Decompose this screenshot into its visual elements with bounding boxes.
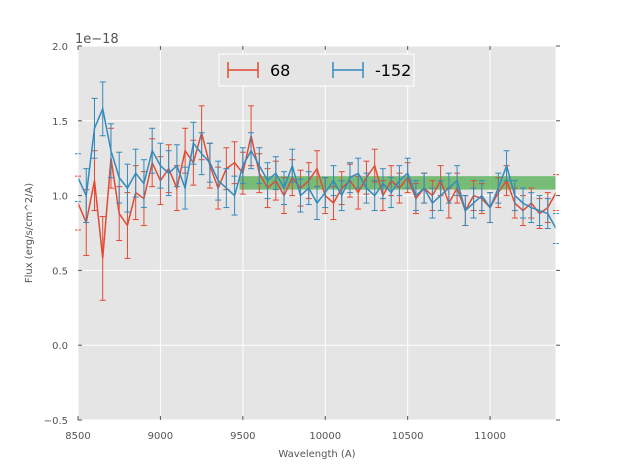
y-offset-label: 1e−18: [75, 32, 119, 47]
y-axis-label: Flux (erg/s/cm^2/A): [24, 183, 35, 283]
series-line: [77, 106, 557, 229]
series-layer: [75, 81, 559, 301]
legend-label: 68: [270, 61, 290, 80]
y-tick-label: 2.0: [52, 42, 68, 53]
series-2: [75, 81, 559, 244]
y-tick-label: 1.0: [52, 192, 68, 203]
x-axis-label: Wavelength (A): [278, 449, 355, 460]
x-tick-label: 10000: [309, 431, 341, 442]
legend: 68 -152: [218, 53, 415, 87]
x-tick-label: 9500: [230, 431, 255, 442]
y-tick-label: 1.5: [52, 117, 68, 128]
plot-frame: [77, 45, 557, 421]
x-tick-label: 8500: [65, 431, 90, 442]
x-tick-label: 11000: [474, 431, 506, 442]
y-tick-label: 0.0: [52, 341, 68, 352]
x-tick-label: 9000: [148, 431, 173, 442]
x-tick-labels: 8500 9000 9500 10000 10500 11000: [65, 431, 506, 442]
legend-item-2: -152: [332, 61, 411, 80]
legend-label: -152: [375, 61, 411, 80]
y-tick-labels: −0.5 0.0 0.5 1.0 1.5 2.0: [44, 42, 68, 427]
ticks: [77, 45, 560, 421]
legend-items: 68 -152: [227, 61, 411, 80]
plot-area: [78, 46, 556, 420]
legend-item-1: 68: [227, 61, 290, 80]
y-tick-label: −0.5: [44, 416, 68, 427]
x-tick-label: 10500: [392, 431, 424, 442]
series-line: [77, 129, 557, 259]
y-tick-label: 0.5: [52, 266, 68, 277]
